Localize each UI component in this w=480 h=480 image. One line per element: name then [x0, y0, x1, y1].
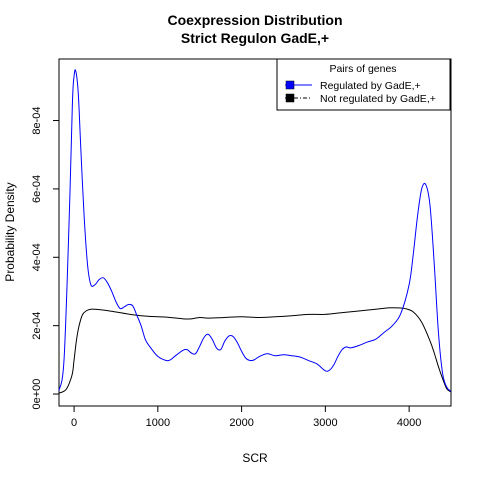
- series-line-regulated: [58, 69, 452, 392]
- legend-entry-regulated: Regulated by GadE,+: [320, 80, 421, 92]
- plot-frame: [58, 58, 452, 407]
- legend-swatch-regulated: [285, 80, 295, 90]
- legend-box: [276, 58, 451, 111]
- y-tick-label: 0e+00: [31, 379, 43, 410]
- series-line-not-regulated: [58, 307, 452, 394]
- chart-title-line2: Strict Regulon GadE,+: [181, 30, 329, 46]
- x-tick-label: 4000: [397, 417, 421, 429]
- y-axis-label: Probability Density: [3, 182, 17, 281]
- y-tick-label: 2e-04: [31, 312, 43, 340]
- chart-title-line1: Coexpression Distribution: [167, 12, 342, 28]
- y-tick-label: 6e-04: [31, 175, 43, 203]
- x-axis-label: SCR: [242, 451, 268, 465]
- legend-title: Pairs of genes: [329, 63, 396, 75]
- legend-entry-not-regulated: Not regulated by GadE,+: [320, 93, 436, 105]
- series-layer: [58, 69, 452, 394]
- legend: Pairs of genes Regulated by GadE,+ Not r…: [276, 58, 451, 111]
- x-tick-label: 2000: [229, 417, 253, 429]
- legend-swatch-not-regulated: [285, 93, 295, 103]
- y-tick-label: 4e-04: [31, 243, 43, 271]
- x-tick-label: 1000: [146, 417, 170, 429]
- x-axis: 0 1000 2000 3000 4000: [71, 406, 421, 429]
- y-axis: 0e+00 2e-04 4e-04 6e-04 8e-04: [31, 106, 59, 409]
- y-tick-label: 8e-04: [31, 106, 43, 134]
- x-tick-label: 0: [71, 417, 77, 429]
- x-tick-label: 3000: [313, 417, 337, 429]
